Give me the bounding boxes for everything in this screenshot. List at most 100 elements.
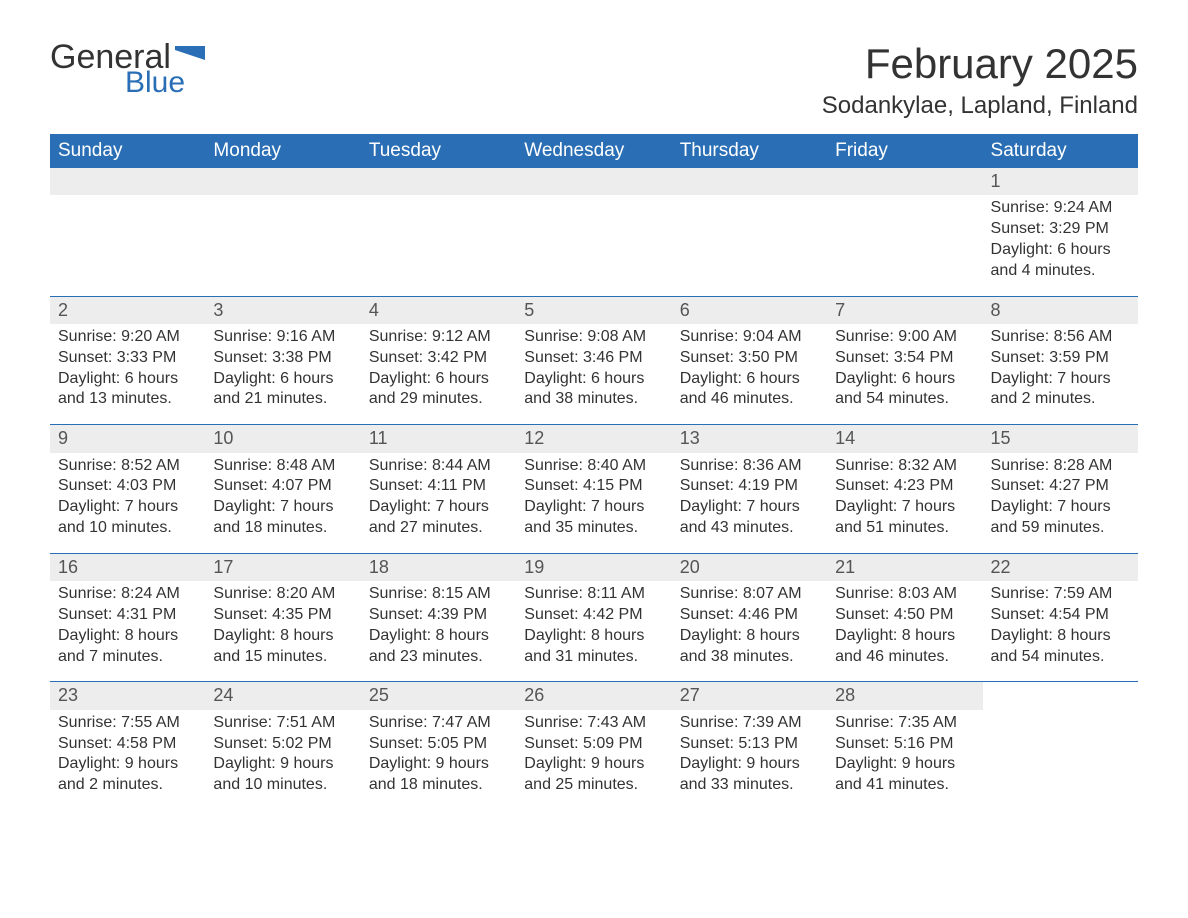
day-number: 24 [205, 682, 360, 709]
day-cell: 23Sunrise: 7:55 AMSunset: 4:58 PMDayligh… [50, 682, 205, 810]
daylight-line1: Daylight: 9 hours [524, 754, 663, 775]
sunset-line: Sunset: 5:16 PM [835, 734, 974, 755]
day-empty [361, 168, 516, 296]
sunset-line: Sunset: 3:46 PM [524, 348, 663, 369]
day-cell: 11Sunrise: 8:44 AMSunset: 4:11 PMDayligh… [361, 425, 516, 553]
dow-cell: Monday [205, 134, 360, 168]
day-number [205, 168, 360, 195]
daylight-line2: and 13 minutes. [58, 389, 197, 410]
day-cell: 19Sunrise: 8:11 AMSunset: 4:42 PMDayligh… [516, 554, 671, 682]
day-number: 11 [361, 425, 516, 452]
day-empty [983, 682, 1138, 810]
daylight-line1: Daylight: 6 hours [213, 369, 352, 390]
daylight-line1: Daylight: 6 hours [680, 369, 819, 390]
sunset-line: Sunset: 4:42 PM [524, 605, 663, 626]
day-number: 15 [983, 425, 1138, 452]
day-cell: 15Sunrise: 8:28 AMSunset: 4:27 PMDayligh… [983, 425, 1138, 553]
sunrise-line: Sunrise: 8:40 AM [524, 456, 663, 477]
day-number [672, 168, 827, 195]
daylight-line1: Daylight: 7 hours [991, 369, 1130, 390]
daylight-line1: Daylight: 8 hours [213, 626, 352, 647]
sunrise-line: Sunrise: 8:07 AM [680, 584, 819, 605]
logo-word2: Blue [125, 68, 205, 98]
daylight-line1: Daylight: 7 hours [524, 497, 663, 518]
daylight-line1: Daylight: 8 hours [835, 626, 974, 647]
dow-cell: Friday [827, 134, 982, 168]
daylight-line1: Daylight: 6 hours [524, 369, 663, 390]
day-number: 20 [672, 554, 827, 581]
day-number: 27 [672, 682, 827, 709]
day-cell: 16Sunrise: 8:24 AMSunset: 4:31 PMDayligh… [50, 554, 205, 682]
daylight-line1: Daylight: 9 hours [680, 754, 819, 775]
day-cell: 3Sunrise: 9:16 AMSunset: 3:38 PMDaylight… [205, 297, 360, 425]
daylight-line2: and 18 minutes. [213, 518, 352, 539]
sunrise-line: Sunrise: 8:44 AM [369, 456, 508, 477]
daylight-line1: Daylight: 7 hours [835, 497, 974, 518]
sunset-line: Sunset: 4:23 PM [835, 476, 974, 497]
day-cell: 14Sunrise: 8:32 AMSunset: 4:23 PMDayligh… [827, 425, 982, 553]
week-row: 23Sunrise: 7:55 AMSunset: 4:58 PMDayligh… [50, 681, 1138, 810]
daylight-line1: Daylight: 6 hours [369, 369, 508, 390]
daylight-line1: Daylight: 9 hours [369, 754, 508, 775]
daylight-line1: Daylight: 9 hours [835, 754, 974, 775]
sunrise-line: Sunrise: 8:15 AM [369, 584, 508, 605]
week-row: 16Sunrise: 8:24 AMSunset: 4:31 PMDayligh… [50, 553, 1138, 682]
daylight-line2: and 38 minutes. [680, 647, 819, 668]
dow-cell: Tuesday [361, 134, 516, 168]
day-number [361, 168, 516, 195]
day-cell: 17Sunrise: 8:20 AMSunset: 4:35 PMDayligh… [205, 554, 360, 682]
day-cell: 21Sunrise: 8:03 AMSunset: 4:50 PMDayligh… [827, 554, 982, 682]
sunset-line: Sunset: 4:15 PM [524, 476, 663, 497]
day-number: 23 [50, 682, 205, 709]
sunrise-line: Sunrise: 7:59 AM [991, 584, 1130, 605]
sunrise-line: Sunrise: 8:03 AM [835, 584, 974, 605]
day-cell: 27Sunrise: 7:39 AMSunset: 5:13 PMDayligh… [672, 682, 827, 810]
day-cell: 5Sunrise: 9:08 AMSunset: 3:46 PMDaylight… [516, 297, 671, 425]
day-cell: 4Sunrise: 9:12 AMSunset: 3:42 PMDaylight… [361, 297, 516, 425]
sunset-line: Sunset: 4:58 PM [58, 734, 197, 755]
sunset-line: Sunset: 3:33 PM [58, 348, 197, 369]
sunrise-line: Sunrise: 8:32 AM [835, 456, 974, 477]
sunset-line: Sunset: 4:46 PM [680, 605, 819, 626]
daylight-line1: Daylight: 8 hours [680, 626, 819, 647]
daylight-line1: Daylight: 6 hours [991, 240, 1130, 261]
day-empty [50, 168, 205, 296]
sunset-line: Sunset: 4:39 PM [369, 605, 508, 626]
day-number: 7 [827, 297, 982, 324]
day-cell: 25Sunrise: 7:47 AMSunset: 5:05 PMDayligh… [361, 682, 516, 810]
daylight-line2: and 38 minutes. [524, 389, 663, 410]
title-block: February 2025 Sodankylae, Lapland, Finla… [822, 40, 1138, 120]
daylight-line2: and 10 minutes. [213, 775, 352, 796]
day-cell: 26Sunrise: 7:43 AMSunset: 5:09 PMDayligh… [516, 682, 671, 810]
dow-cell: Wednesday [516, 134, 671, 168]
sunrise-line: Sunrise: 8:11 AM [524, 584, 663, 605]
daylight-line2: and 35 minutes. [524, 518, 663, 539]
daylight-line1: Daylight: 9 hours [213, 754, 352, 775]
daylight-line2: and 2 minutes. [58, 775, 197, 796]
sunrise-line: Sunrise: 9:00 AM [835, 327, 974, 348]
day-number: 5 [516, 297, 671, 324]
day-cell: 9Sunrise: 8:52 AMSunset: 4:03 PMDaylight… [50, 425, 205, 553]
sunrise-line: Sunrise: 9:24 AM [991, 198, 1130, 219]
day-empty [827, 168, 982, 296]
sunrise-line: Sunrise: 9:04 AM [680, 327, 819, 348]
dow-cell: Thursday [672, 134, 827, 168]
sunset-line: Sunset: 4:03 PM [58, 476, 197, 497]
daylight-line2: and 46 minutes. [680, 389, 819, 410]
day-cell: 7Sunrise: 9:00 AMSunset: 3:54 PMDaylight… [827, 297, 982, 425]
daylight-line2: and 7 minutes. [58, 647, 197, 668]
daylight-line1: Daylight: 6 hours [835, 369, 974, 390]
sunrise-line: Sunrise: 7:51 AM [213, 713, 352, 734]
day-number: 9 [50, 425, 205, 452]
daylight-line2: and 29 minutes. [369, 389, 508, 410]
day-number [516, 168, 671, 195]
sunset-line: Sunset: 5:13 PM [680, 734, 819, 755]
day-number: 6 [672, 297, 827, 324]
daylight-line2: and 15 minutes. [213, 647, 352, 668]
sunrise-line: Sunrise: 8:24 AM [58, 584, 197, 605]
day-number: 19 [516, 554, 671, 581]
daylight-line1: Daylight: 8 hours [991, 626, 1130, 647]
sunrise-line: Sunrise: 7:47 AM [369, 713, 508, 734]
daylight-line2: and 21 minutes. [213, 389, 352, 410]
daylight-line2: and 10 minutes. [58, 518, 197, 539]
